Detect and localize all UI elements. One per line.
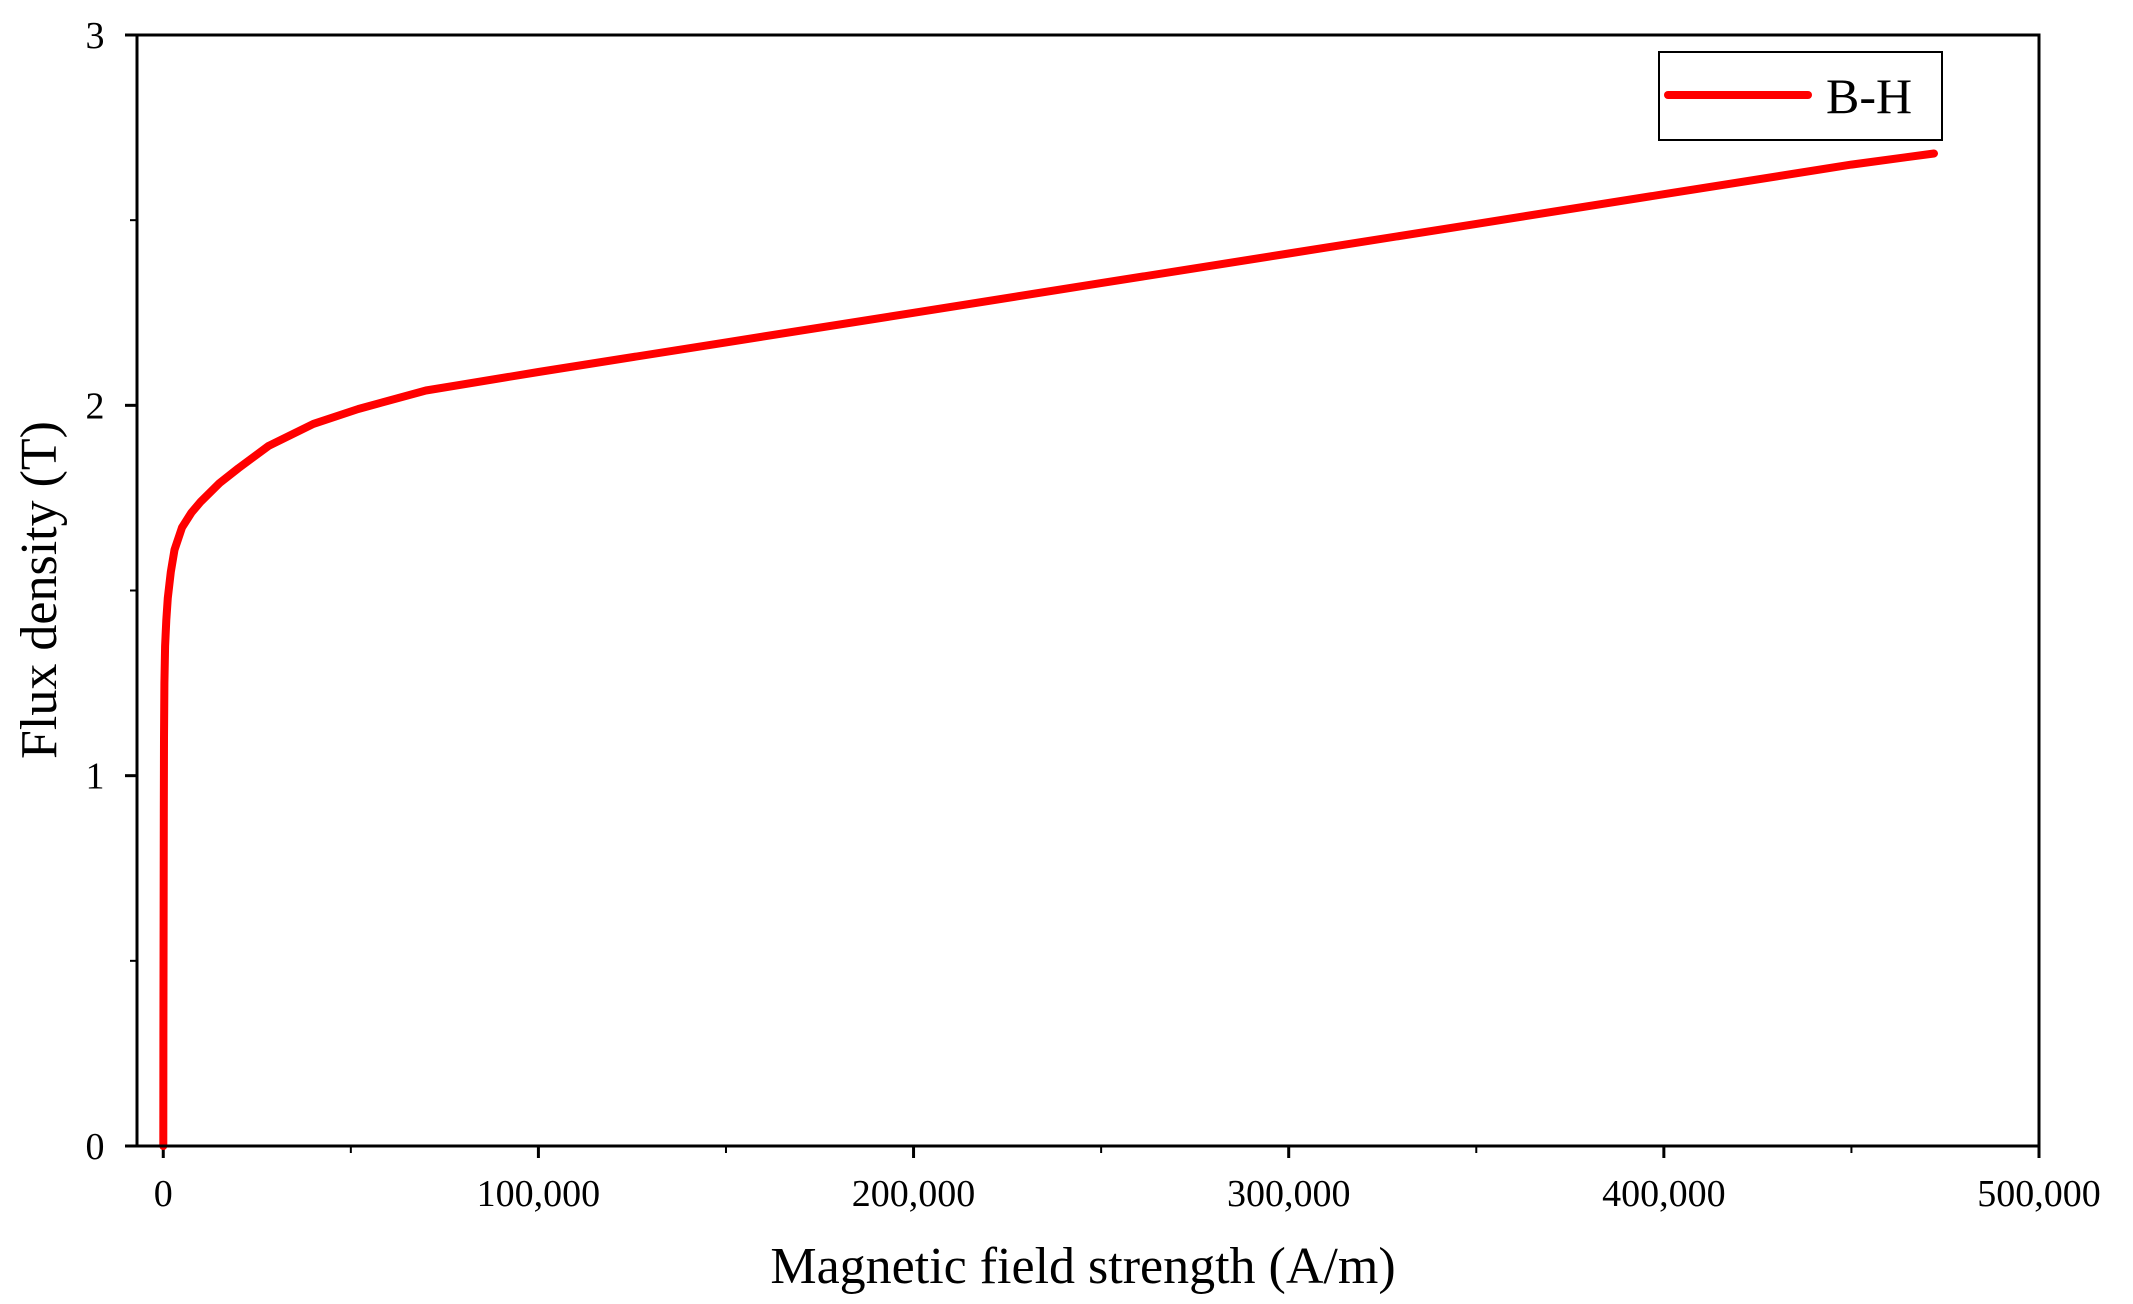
x-axis-title: Magnetic field strength (A/m) <box>770 1238 1395 1295</box>
x-axis-ticks: 0 100,000 200,000 300,000 400,000 500,000 <box>154 1146 2101 1215</box>
series-line-b-h <box>159 149 1938 1150</box>
series-layer <box>159 149 1938 1150</box>
y-tick-label: 3 <box>86 15 105 57</box>
y-axis-title: Flux density (T) <box>11 421 68 759</box>
x-tick-label: 500,000 <box>1977 1173 2101 1215</box>
y-axis-ticks: 0 1 2 3 <box>86 15 137 1168</box>
x-tick-label: 100,000 <box>477 1173 601 1215</box>
x-tick-label: 300,000 <box>1227 1173 1351 1215</box>
legend: B-H <box>1658 51 1943 141</box>
plot-frame <box>135 33 2041 1148</box>
legend-label-b-h: B-H <box>1826 68 1912 124</box>
x-tick-label: 400,000 <box>1602 1173 1726 1215</box>
y-tick-label: 2 <box>86 385 105 427</box>
x-tick-label: 200,000 <box>852 1173 976 1215</box>
x-tick-label: 0 <box>154 1173 173 1215</box>
y-tick-label: 1 <box>86 756 105 798</box>
y-tick-label: 0 <box>86 1126 105 1168</box>
